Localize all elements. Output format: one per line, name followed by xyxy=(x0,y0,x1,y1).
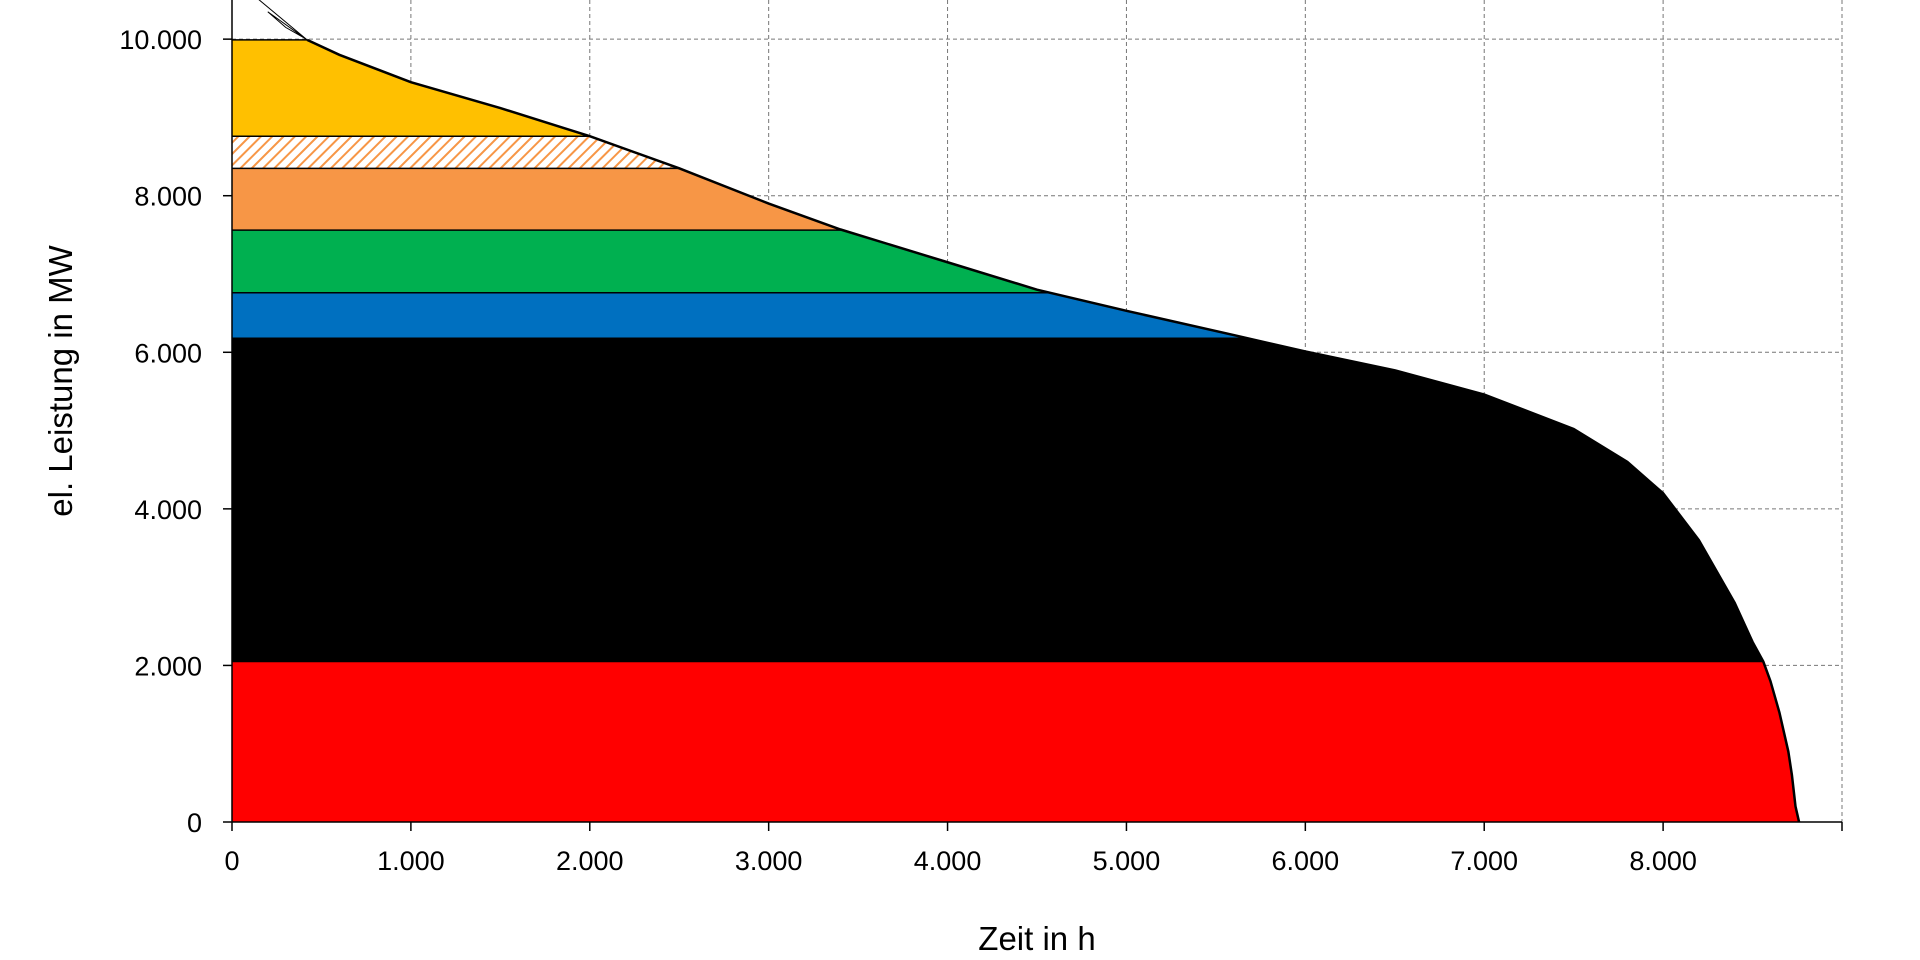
x-tick-label: 2.000 xyxy=(556,846,624,876)
y-tick-label: 0 xyxy=(187,808,202,838)
load-band-2 xyxy=(232,338,1764,662)
y-tick-label: 2.000 xyxy=(134,651,202,681)
load-band-5 xyxy=(232,168,843,231)
load-band-6 xyxy=(232,136,680,169)
curve-layer xyxy=(258,0,1801,822)
load-band-3 xyxy=(232,292,1248,339)
x-tick-label: 6.000 xyxy=(1272,846,1340,876)
y-tick-label: 10.000 xyxy=(119,25,202,55)
load-duration-curve-upper xyxy=(258,0,308,41)
axes: 0 1.000 2.000 3.000 4.000 5.000 6.000 7.000 8.00… xyxy=(119,0,1843,876)
load-bands xyxy=(232,39,1800,822)
load-band-1 xyxy=(232,661,1800,822)
x-tick-label: 7.000 xyxy=(1450,846,1518,876)
x-tick-label: 3.000 xyxy=(735,846,803,876)
x-tick-label: 1.000 xyxy=(377,846,445,876)
y-tick-label: 4.000 xyxy=(134,495,202,525)
x-tick-label: 5.000 xyxy=(1093,846,1161,876)
load-duration-curve xyxy=(306,38,1801,822)
y-tick-label: 8.000 xyxy=(134,182,202,212)
x-axis-title: Zeit in h xyxy=(978,920,1095,957)
x-tick-label: 4.000 xyxy=(914,846,982,876)
load-band-4 xyxy=(232,230,1051,293)
x-tick-label: 0 xyxy=(224,846,239,876)
y-tick-label: 6.000 xyxy=(134,338,202,368)
x-tick-label: 8.000 xyxy=(1629,846,1697,876)
load-band-7 xyxy=(232,39,590,137)
y-axis-title: el. Leistung in MW xyxy=(42,244,79,516)
